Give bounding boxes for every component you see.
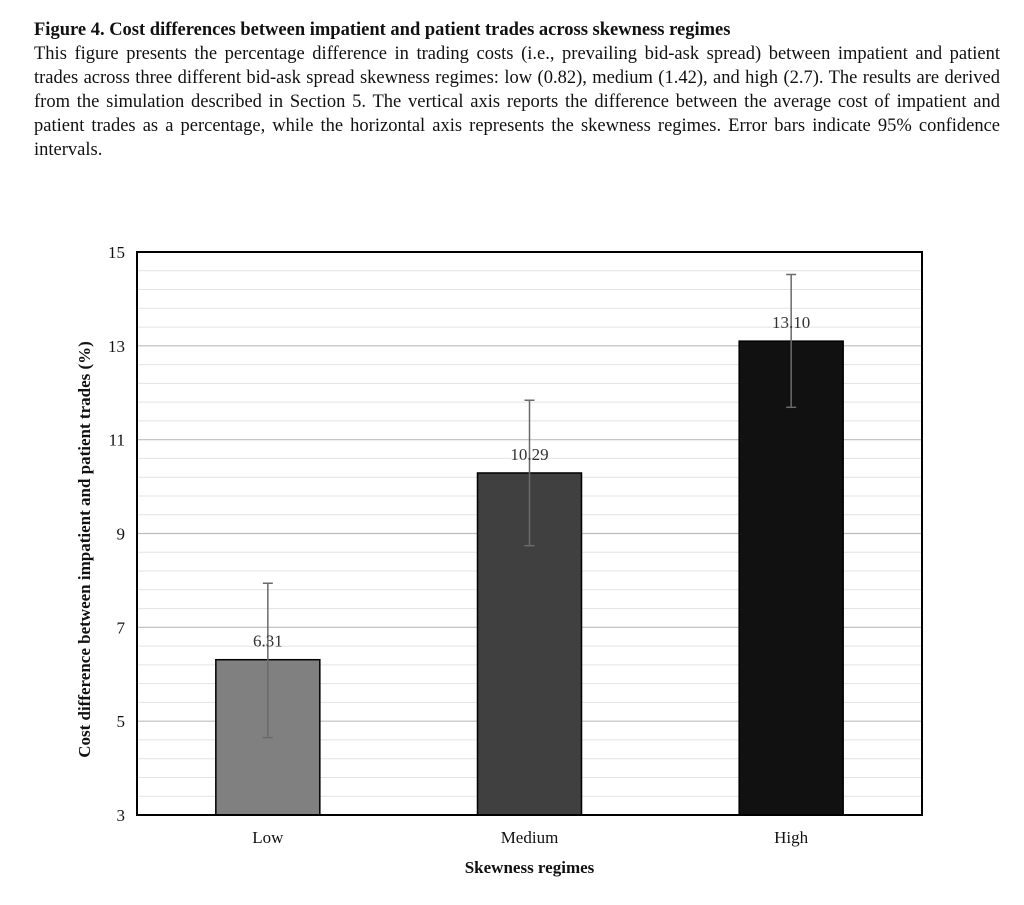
error-bars [262,273,797,739]
data-label-low: 6.31 [253,632,283,651]
y-tick-label: 9 [117,525,126,544]
x-axis-ticks: Low Medium High [252,828,808,847]
y-axis-title: Cost difference between impatient and pa… [75,341,94,758]
y-tick-label: 3 [117,806,126,825]
y-tick-label: 13 [108,337,125,356]
x-axis-title: Skewness regimes [465,858,595,877]
y-tick-label: 11 [109,431,125,450]
data-label-high: 13.10 [772,313,810,332]
x-tick-label: Medium [501,828,559,847]
y-tick-label: 7 [117,618,126,637]
y-axis-ticks: 3 5 7 9 11 13 15 [108,243,126,825]
data-label-medium: 10.29 [510,445,548,464]
x-tick-label: High [774,828,809,847]
bar-high [738,340,844,816]
y-tick-label: 15 [108,243,125,262]
data-labels: 6.31 10.29 13.10 [253,313,810,651]
figure-caption: Figure 4. Cost differences between impat… [34,18,1000,162]
figure-title: Figure 4. Cost differences between impat… [34,20,731,40]
plot-area-frame [136,251,923,816]
y-tick-label: 5 [117,712,126,731]
figure-description: This figure presents the percentage diff… [34,44,1000,160]
x-tick-label: Low [252,828,284,847]
